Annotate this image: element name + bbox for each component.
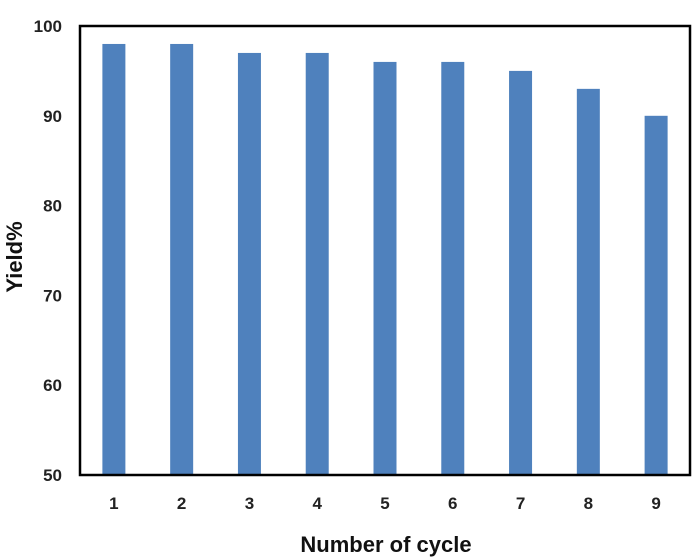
- bar-8: [576, 88, 600, 476]
- y-tick-label: 80: [43, 197, 62, 216]
- bar-9: [644, 115, 668, 476]
- plot-area-frame: [78, 24, 692, 477]
- y-tick-label: 60: [43, 376, 62, 395]
- bar-4: [305, 52, 329, 475]
- bars-group: [102, 43, 668, 476]
- bar-2: [170, 43, 194, 476]
- x-tick-label: 3: [245, 494, 254, 513]
- x-tick-labels: 1 2 3 4 5 6 7 8 9: [109, 494, 661, 513]
- y-tick-label: 100: [34, 17, 62, 36]
- x-tick-label: 6: [448, 494, 457, 513]
- bar-7: [509, 70, 533, 476]
- x-tick-label: 1: [109, 494, 118, 513]
- bar-3: [237, 52, 261, 475]
- x-tick-label: 9: [651, 494, 660, 513]
- y-tick-labels: 50 60 70 80 90 100: [34, 17, 62, 485]
- x-tick-label: 4: [312, 494, 322, 513]
- x-axis-title: Number of cycle: [300, 532, 471, 557]
- x-tick-label: 5: [380, 494, 389, 513]
- x-tick-label: 7: [516, 494, 525, 513]
- bar-6: [441, 61, 465, 476]
- x-tick-label: 2: [177, 494, 186, 513]
- bar-1: [102, 43, 126, 476]
- bar-5: [373, 61, 397, 476]
- y-tick-label: 90: [43, 107, 62, 126]
- x-tick-label: 8: [584, 494, 593, 513]
- y-axis-title: Yield%: [2, 221, 27, 292]
- y-tick-label: 70: [43, 286, 62, 305]
- y-tick-label: 50: [43, 466, 62, 485]
